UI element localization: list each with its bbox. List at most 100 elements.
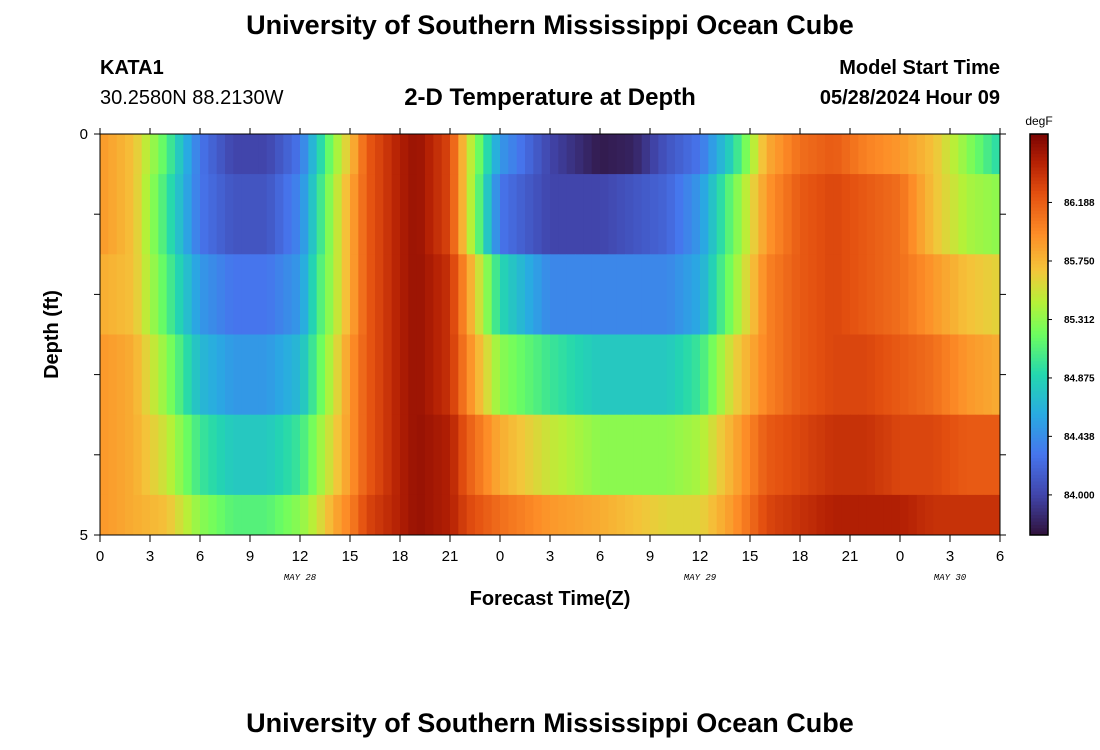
heatmap-cell — [141, 334, 151, 416]
heatmap-cell — [483, 334, 493, 416]
heatmap-cell — [108, 414, 118, 496]
heatmap-cell — [358, 334, 368, 416]
heatmap-cell — [366, 414, 376, 496]
heatmap-cell — [391, 414, 401, 496]
heatmap-cell — [316, 414, 326, 496]
heatmap-cell — [408, 334, 418, 416]
heatmap-cell — [358, 174, 368, 255]
colorbar-segment — [1030, 237, 1048, 242]
heatmap-cell — [208, 494, 218, 536]
heatmap-cell — [708, 174, 718, 255]
heatmap-cell — [175, 174, 184, 255]
heatmap-cell — [725, 174, 734, 255]
heatmap-cell — [650, 494, 659, 536]
heatmap-cell — [600, 334, 609, 416]
heatmap-cell — [633, 414, 643, 496]
heatmap-cell — [416, 414, 426, 496]
heatmap-cell — [983, 174, 993, 255]
heatmap-cell — [975, 174, 984, 255]
heatmap-cell — [616, 134, 626, 175]
heatmap-cell — [400, 134, 409, 175]
heatmap-cell — [766, 334, 776, 416]
heatmap-cell — [333, 254, 343, 335]
heatmap-cell — [241, 334, 251, 416]
x-tick-label: 0 — [896, 548, 904, 565]
heatmap-cell — [225, 334, 234, 416]
heatmap-cell — [266, 414, 276, 496]
station-id: KATA1 — [100, 57, 164, 79]
colorbar-segment — [1030, 291, 1048, 295]
heatmap-cell — [975, 494, 984, 536]
heatmap-cell — [133, 254, 143, 335]
heatmap-cell — [950, 254, 959, 335]
heatmap-cell — [275, 174, 284, 255]
heatmap-cell — [341, 494, 351, 536]
colorbar-tick-label: 84.438 — [1064, 432, 1095, 443]
colorbar-segment — [1030, 367, 1048, 372]
heatmap-cell — [900, 134, 909, 175]
heatmap-cell — [966, 334, 976, 416]
heatmap-cell — [150, 414, 159, 496]
heatmap-cell — [383, 334, 393, 416]
heatmap-cell — [316, 334, 326, 416]
x-tick-label: 21 — [842, 548, 859, 565]
heatmap-cell — [308, 134, 318, 175]
heatmap-cell — [933, 414, 943, 496]
heatmap-cell — [766, 174, 776, 255]
heatmap-cell — [125, 134, 134, 175]
heatmap-cell — [991, 174, 1001, 255]
heatmap-cell — [100, 134, 109, 175]
heatmap-cell — [408, 254, 418, 335]
heatmap-cell — [141, 174, 151, 255]
colorbar-segment — [1030, 531, 1048, 536]
heatmap-cell — [450, 174, 459, 255]
heatmap-cell — [250, 134, 259, 175]
heatmap-cell — [733, 414, 743, 496]
colorbar-segment — [1030, 177, 1048, 182]
heatmap-cell — [216, 174, 226, 255]
heatmap-cell — [941, 254, 951, 335]
colorbar-segment — [1030, 324, 1048, 329]
heatmap-cell — [783, 174, 793, 255]
heatmap-cell — [833, 334, 843, 416]
heatmap-cell — [166, 414, 176, 496]
heatmap-cell — [291, 254, 301, 335]
heatmap-cell — [250, 334, 259, 416]
colorbar-segment — [1030, 137, 1048, 142]
heatmap-cell — [308, 254, 318, 335]
heatmap-cell — [591, 134, 601, 175]
colorbar-segment — [1030, 287, 1048, 292]
colorbar-segment — [1030, 210, 1048, 215]
x-axis-label: Forecast Time(Z) — [470, 588, 631, 610]
heatmap-cell — [791, 174, 801, 255]
heatmap-cell — [550, 494, 559, 536]
heatmap-cell — [666, 254, 676, 335]
colorbar-segment — [1030, 471, 1048, 476]
x-tick-label: 3 — [946, 548, 954, 565]
heatmap-cell — [833, 174, 843, 255]
heatmap-cell — [675, 254, 684, 335]
heatmap-cell — [291, 134, 301, 175]
heatmap-cell — [558, 174, 568, 255]
heatmap-cell — [225, 494, 234, 536]
heatmap-cell — [816, 494, 826, 536]
heatmap-cell — [600, 414, 609, 496]
heatmap-cell — [525, 254, 534, 335]
colorbar-segment — [1030, 244, 1048, 249]
heatmap-cell — [300, 134, 309, 175]
heatmap-cell — [541, 174, 551, 255]
heatmap-cell — [725, 254, 734, 335]
heatmap-cell — [150, 134, 159, 175]
heatmap-cell — [908, 334, 918, 416]
heatmap-cell — [866, 134, 876, 175]
heatmap-cell — [816, 254, 826, 335]
heatmap-cell — [891, 414, 901, 496]
colorbar-segment — [1030, 341, 1048, 346]
heatmap-cell — [750, 134, 759, 175]
heatmap-cell — [116, 334, 126, 416]
heatmap-cell — [366, 494, 376, 536]
heatmap-cell — [966, 254, 976, 335]
heatmap-cell — [950, 134, 959, 175]
colorbar-tick-label: 86.188 — [1064, 198, 1095, 209]
heatmap-cell — [975, 414, 984, 496]
